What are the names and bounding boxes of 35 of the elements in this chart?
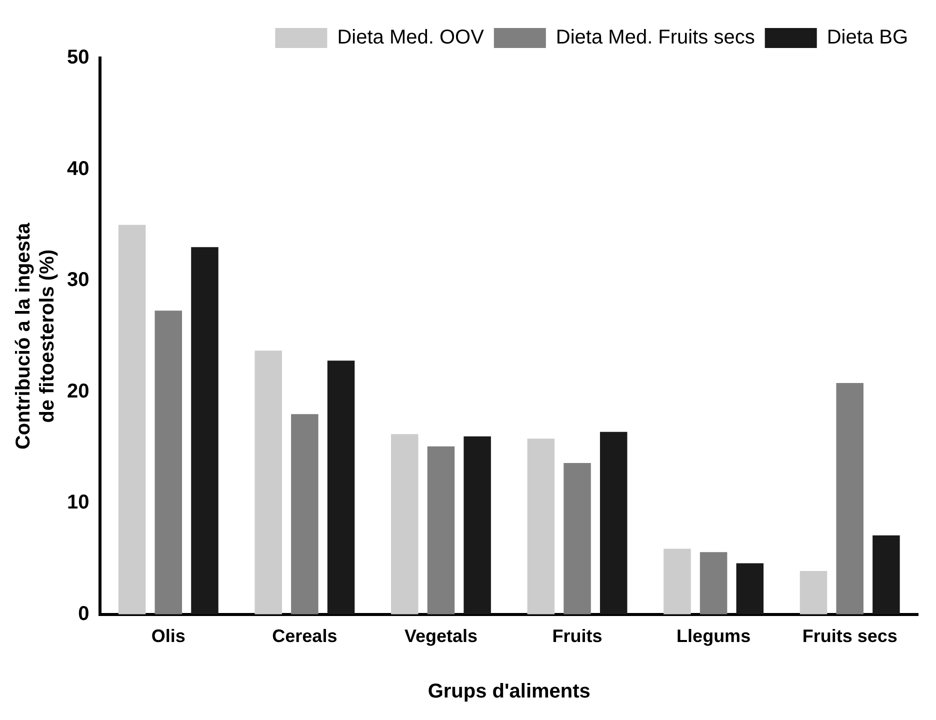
bar (464, 436, 491, 614)
bar (700, 552, 728, 614)
bar (564, 463, 591, 614)
x-tick-label: Fruits secs (802, 626, 898, 646)
x-tick-label: Llegums (676, 626, 751, 646)
bar (254, 350, 282, 614)
bar (118, 224, 146, 614)
bar (736, 563, 764, 614)
x-tick-label: Vegetals (404, 626, 478, 646)
y-tick-label: 30 (66, 269, 90, 292)
bar (600, 432, 628, 614)
bar (391, 434, 418, 614)
bar (836, 382, 864, 614)
legend-label: Dieta Med. Fruits secs (556, 26, 755, 49)
y-tick-label: 20 (66, 380, 90, 402)
y-tick-label: 0 (78, 602, 90, 625)
legend-label: Dieta BG (826, 26, 908, 49)
y-tick-label: 10 (66, 492, 90, 514)
x-tick-label: Olis (151, 626, 186, 646)
bar (427, 446, 455, 614)
bar (154, 310, 182, 614)
bar (527, 438, 555, 614)
bar (664, 548, 691, 614)
x-tick-label: Fruits (552, 626, 602, 646)
legend-label: Dieta Med. OOV (337, 26, 485, 49)
bar (872, 535, 900, 614)
bar (291, 414, 318, 614)
y-axis-title: Contribució a la ingesta de fitoesterols (%) (12, 222, 59, 450)
y-tick-label: 50 (66, 46, 90, 69)
bar (327, 360, 355, 614)
bar (191, 247, 218, 614)
bar (800, 571, 828, 614)
x-axis-title: Grups d'aliments (428, 680, 590, 703)
x-tick-label: Cereals (272, 626, 338, 646)
y-tick-label: 40 (66, 158, 90, 180)
